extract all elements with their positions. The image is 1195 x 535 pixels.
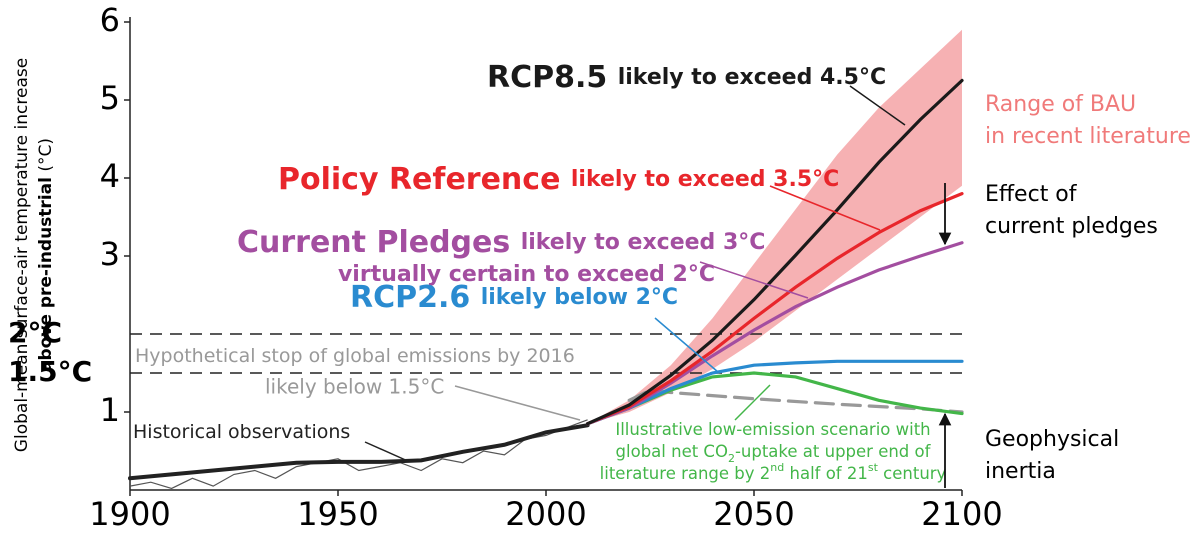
x-tick-label: 2050 — [713, 495, 794, 533]
green-label: global net CO2-uptake at upper end of — [616, 442, 932, 465]
leader-line — [849, 85, 906, 126]
gap — [470, 280, 480, 315]
series-line — [586, 359, 964, 426]
annotation: current pledges — [985, 214, 1158, 239]
series-label: Historical observations — [133, 421, 350, 443]
x-tick-label: 1900 — [89, 495, 170, 533]
annotation: Effect of — [985, 182, 1078, 207]
series-note: likely to exceed 3°C — [521, 230, 766, 255]
y-tick-label: 1 — [100, 391, 120, 429]
green-label-part: -uptake at upper end of — [735, 442, 932, 461]
series-name: Historical observations — [133, 421, 350, 443]
series-note: virtually certain to exceed 2°C — [338, 262, 715, 287]
series-label: RCP2.6 likely below 2°C — [350, 280, 678, 315]
bau-band — [587, 29, 962, 424]
leader-line — [364, 441, 411, 463]
gap — [607, 60, 617, 95]
series-label: Hypothetical stop of global emissions by… — [135, 345, 575, 367]
series-note: likely to exceed 4.5°C — [618, 65, 886, 90]
reference-label: 2°C — [8, 316, 62, 349]
green-label-part: 2 — [728, 452, 735, 465]
leader-line — [699, 261, 809, 299]
green-label-part: Illustrative low-emission scenario with — [615, 420, 930, 439]
band-label: in recent literature — [985, 124, 1191, 149]
band-label: Range of BAU — [985, 92, 1136, 117]
series-line — [586, 192, 964, 426]
series-note: likely to exceed 3.5°C — [571, 167, 839, 192]
leader-line — [734, 384, 771, 421]
y-axis-label: Global-mean surface-air temperature incr… — [12, 58, 32, 452]
series-label: Current Pledges likely to exceed 3°C — [237, 225, 765, 260]
series-name: RCP2.6 — [350, 280, 470, 315]
y-tick-label: 4 — [100, 157, 120, 195]
series-label: Policy Reference likely to exceed 3.5°C — [278, 162, 839, 197]
y-axis-label: above pre-industrial (°C) — [36, 138, 56, 372]
series-line — [627, 388, 964, 414]
y-tick-label: 5 — [100, 79, 120, 117]
leader-line — [654, 317, 719, 373]
green-label-part: half of 21 — [784, 464, 868, 483]
series-line — [586, 241, 964, 426]
x-tick-label: 1950 — [297, 495, 378, 533]
leader-line — [769, 185, 881, 231]
annotation: Geophysical — [985, 427, 1119, 452]
green-label-part: global net CO — [616, 442, 728, 461]
y-axis-label-emph: above pre-industrial — [36, 177, 56, 372]
raw-observations — [129, 419, 588, 490]
green-label-part: literature range by 2 — [600, 464, 771, 483]
y-tick-label: 3 — [100, 235, 120, 273]
gap — [510, 225, 520, 260]
gap — [560, 162, 570, 197]
series-line — [128, 423, 590, 481]
x-tick-label: 2100 — [921, 495, 1002, 533]
reference-label: 1.5°C — [8, 355, 92, 388]
leader-line — [454, 385, 581, 421]
green-label-part: nd — [770, 461, 784, 474]
y-axis-label-unit: (°C) — [36, 138, 56, 172]
x-tick-label: 2000 — [505, 495, 586, 533]
series-name: Policy Reference — [278, 162, 560, 197]
series-name: Hypothetical stop of global emissions by… — [135, 345, 575, 367]
green-label: literature range by 2nd half of 21st cen… — [600, 461, 947, 483]
series-name: RCP8.5 — [487, 60, 607, 95]
series-line — [586, 78, 964, 426]
series-name: Current Pledges — [237, 225, 510, 260]
series-note: likely below 1.5°C — [265, 375, 444, 399]
y-tick-label: 6 — [100, 1, 120, 39]
green-label: Illustrative low-emission scenario with — [615, 420, 930, 439]
series-label: RCP8.5 likely to exceed 4.5°C — [487, 60, 886, 95]
annotation: inertia — [985, 459, 1056, 484]
green-label-part: century — [878, 464, 947, 483]
green-label-part: st — [868, 461, 879, 474]
series-note: likely below 2°C — [481, 285, 678, 310]
